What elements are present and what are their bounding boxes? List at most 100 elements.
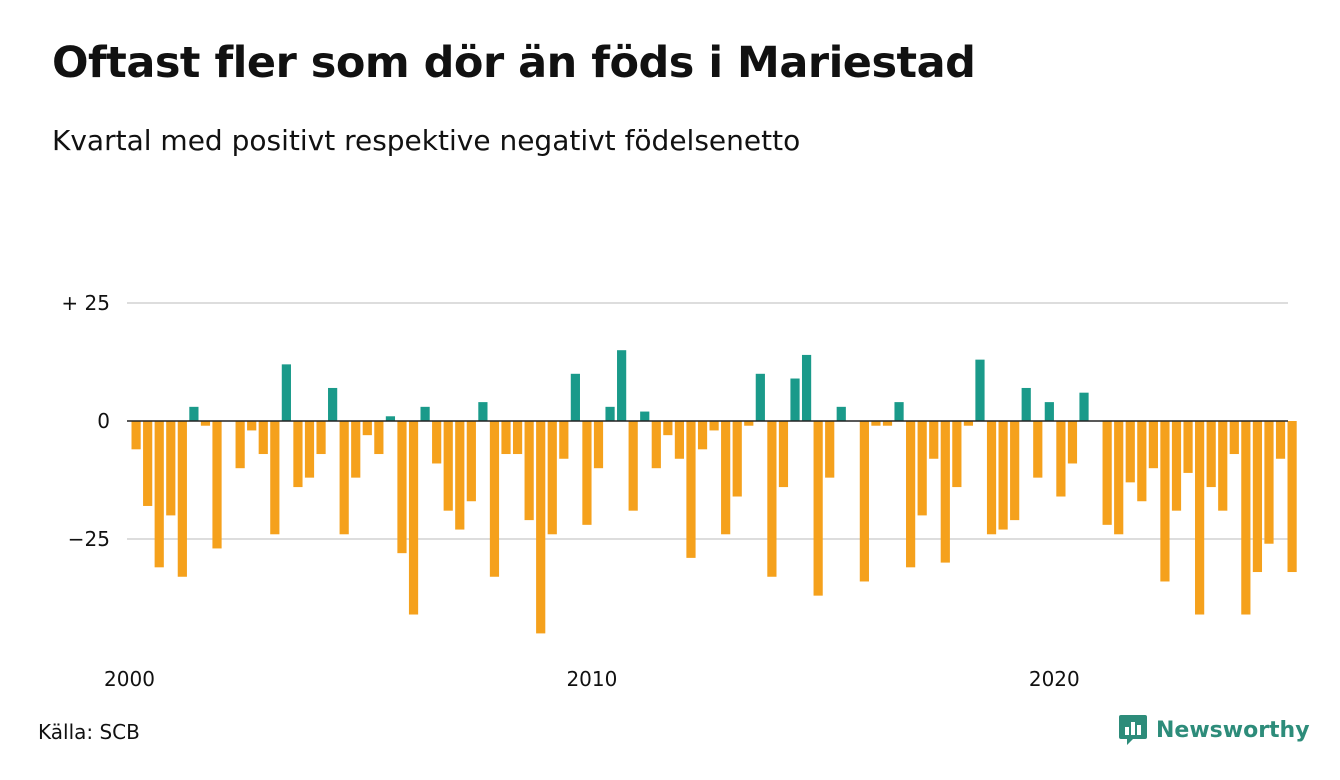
bar [813, 421, 823, 596]
axis-labels: + 25 0 −25 2000 2010 2020 [61, 291, 1079, 691]
bar [143, 421, 153, 506]
bar [212, 421, 222, 549]
bar [1195, 421, 1205, 615]
y-tick-label: + 25 [61, 291, 110, 315]
bar [674, 421, 685, 459]
bar [582, 421, 592, 525]
bar [420, 406, 430, 421]
bar [443, 421, 453, 511]
bar [1102, 421, 1112, 525]
bar [986, 421, 997, 535]
grid-lines [127, 302, 1288, 540]
bar [732, 421, 742, 497]
bar [1033, 421, 1043, 478]
bar [235, 421, 245, 469]
x-tick-label: 2020 [1029, 667, 1080, 691]
bar [836, 406, 846, 421]
bar [998, 421, 1008, 530]
bar [767, 421, 777, 577]
bar [258, 421, 268, 455]
bar [628, 421, 638, 511]
bar [617, 350, 627, 421]
bar [801, 354, 812, 421]
bar [281, 364, 291, 421]
source-label: Källa: SCB [38, 720, 140, 744]
bar [166, 421, 176, 516]
bar [1241, 421, 1251, 615]
bar [466, 421, 476, 502]
bar [1183, 421, 1193, 473]
bar [1218, 421, 1228, 511]
bar [1264, 421, 1274, 544]
bar [721, 421, 731, 535]
bar [651, 421, 661, 469]
bar [570, 373, 580, 421]
bar [131, 421, 141, 450]
bar [293, 421, 303, 488]
bar [1056, 421, 1066, 497]
bar [1252, 421, 1263, 573]
bar [177, 421, 187, 577]
bar [744, 421, 754, 426]
bar [1287, 421, 1297, 573]
bar [1125, 421, 1135, 483]
bar [374, 421, 384, 455]
bar [1010, 421, 1020, 521]
bar [1137, 421, 1147, 502]
bar [432, 421, 442, 464]
bar [952, 421, 962, 488]
brand[interactable]: Newsworthy [1118, 713, 1310, 747]
bar [882, 421, 893, 426]
bar [328, 387, 338, 421]
bar [408, 421, 419, 615]
y-tick-label: −25 [68, 527, 110, 551]
bar [1044, 402, 1054, 421]
bar [906, 421, 916, 568]
bar [1114, 421, 1124, 535]
bar [512, 421, 523, 455]
bar [1021, 387, 1031, 421]
bar [489, 421, 500, 577]
bar [929, 421, 939, 459]
bar [154, 421, 164, 568]
bars [131, 350, 1297, 634]
bar [859, 421, 869, 582]
bar [1160, 421, 1170, 582]
bar [940, 421, 950, 563]
bar [1079, 392, 1089, 421]
bar [270, 421, 280, 535]
bar [871, 421, 881, 426]
bar [593, 421, 604, 469]
bar [917, 421, 927, 516]
x-tick-label: 2000 [104, 667, 155, 691]
bar [501, 421, 511, 455]
bar [1275, 421, 1286, 459]
bar [709, 421, 719, 431]
bar [397, 421, 407, 554]
brand-name: Newsworthy [1156, 717, 1310, 743]
bar [362, 421, 372, 436]
bar [547, 421, 557, 535]
bar [790, 378, 800, 421]
y-tick-label: 0 [97, 409, 110, 433]
bar [778, 421, 789, 488]
newsworthy-logo-icon [1119, 715, 1147, 745]
bar [339, 421, 349, 535]
bar [663, 421, 673, 436]
chart-title: Oftast fler som dör än föds i Mariestad [52, 38, 976, 88]
bar [536, 421, 546, 634]
bar [478, 402, 488, 421]
bar [1171, 421, 1182, 511]
bar [755, 373, 765, 421]
bar [963, 421, 974, 426]
bar [455, 421, 465, 530]
bar [975, 359, 985, 421]
bar [304, 421, 315, 478]
bar [1067, 421, 1078, 464]
bar [1148, 421, 1158, 469]
bar [559, 421, 569, 459]
bar [894, 402, 904, 421]
bar [640, 411, 650, 421]
bar [189, 406, 199, 421]
bar [316, 421, 326, 455]
